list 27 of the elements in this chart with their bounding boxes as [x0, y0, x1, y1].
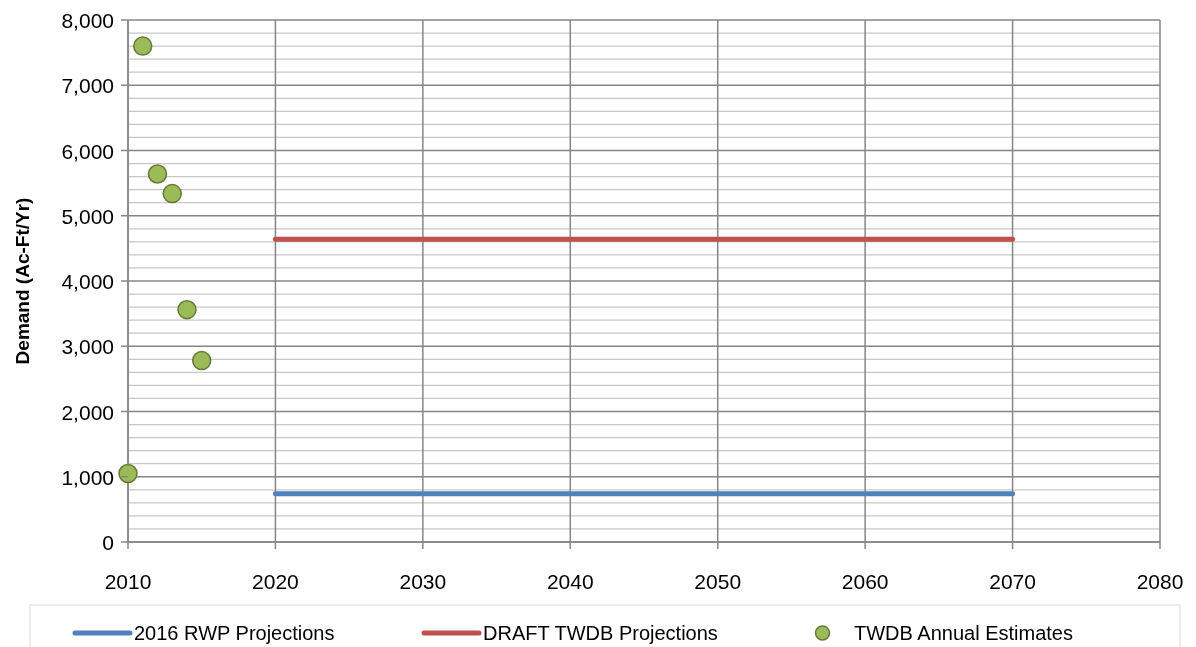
x-tick-label: 2020	[252, 570, 299, 593]
y-tick-label: 5,000	[61, 204, 114, 228]
x-tick-label: 2040	[546, 570, 594, 593]
point	[147, 164, 168, 184]
x-tick-label: 2010	[104, 570, 152, 593]
x-tick-label: 2030	[399, 570, 447, 593]
y-tick-label: 0	[102, 530, 114, 554]
y-tick-label: 2,000	[61, 400, 114, 423]
y-tick-label: 8,000	[61, 8, 114, 32]
x-tick-label: 2050	[694, 570, 742, 593]
y-tick-label: 6,000	[61, 139, 114, 162]
point	[132, 36, 153, 56]
legend-label: 2016 RWP Projections	[134, 622, 335, 644]
y-tick-label: 7,000	[61, 73, 114, 97]
legend-label: TWDB Annual Estimates	[854, 622, 1073, 644]
y-tick-label: 1,000	[61, 465, 114, 489]
y-axis-title: Demand (Ac-Ft/Yr)	[11, 197, 33, 365]
point	[191, 350, 212, 371]
x-tick-label: 2070	[989, 570, 1036, 593]
legend-label: DRAFT TWDB Projections	[483, 622, 718, 644]
y-tick-label: 3,000	[61, 334, 114, 358]
point	[177, 299, 197, 320]
point	[118, 463, 138, 484]
y-tick-label: 4,000	[61, 269, 114, 293]
point	[162, 183, 182, 204]
x-tick-label: 2060	[841, 570, 889, 593]
x-tick-label: 2080	[1136, 570, 1184, 593]
